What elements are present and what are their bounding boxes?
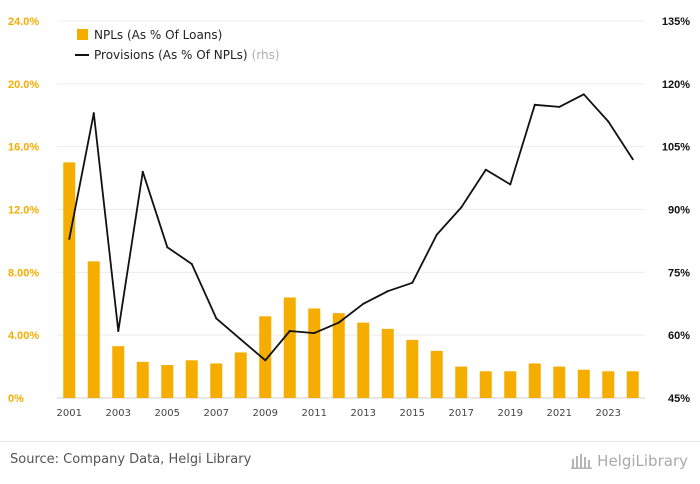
provisions-line[interactable] (68, 93, 634, 362)
x-tick: 2017 (449, 408, 474, 419)
line-point-2011[interactable] (313, 332, 316, 335)
line-point-2019[interactable] (509, 183, 512, 186)
bar-2010[interactable] (283, 297, 296, 398)
x-tick: 2013 (351, 408, 376, 419)
x-tick: 2003 (106, 408, 131, 419)
bar-2007[interactable] (210, 363, 223, 398)
x-tick: 2015 (400, 408, 425, 419)
y-right-tick: 60% (668, 330, 690, 342)
bar-2012[interactable] (332, 313, 345, 398)
line-point-2023[interactable] (607, 120, 610, 123)
x-tick: 2005 (155, 408, 180, 419)
x-tick: 2011 (302, 408, 327, 419)
brand-logo[interactable]: HelgiLibrary (571, 452, 688, 470)
line-series (68, 93, 634, 362)
x-tick: 2023 (596, 408, 621, 419)
bar-2022[interactable] (577, 369, 590, 398)
bar-2024[interactable] (626, 371, 639, 398)
x-tick: 2001 (57, 408, 82, 419)
line-point-2001[interactable] (68, 237, 71, 240)
y-left-tick: 20.0% (8, 79, 39, 91)
y-right-tick: 90% (668, 205, 690, 217)
legend-line-suffix: (rhs) (252, 48, 280, 62)
line-point-2017[interactable] (460, 206, 463, 209)
bar-2006[interactable] (185, 360, 198, 398)
bar-2020[interactable] (528, 363, 541, 398)
line-point-2022[interactable] (582, 93, 585, 96)
line-point-2013[interactable] (362, 302, 365, 305)
line-point-2014[interactable] (386, 290, 389, 293)
line-point-2018[interactable] (484, 168, 487, 171)
legend-bar-label[interactable]: NPLs (As % Of Loans) (94, 28, 222, 42)
y-left-tick: 24.0% (8, 16, 39, 28)
x-tick: 2019 (498, 408, 523, 419)
y-left-tick: 12.0% (8, 205, 39, 217)
library-icon (571, 454, 593, 469)
y-right-tick: 120% (662, 79, 690, 91)
x-tick: 2009 (253, 408, 278, 419)
bar-2023[interactable] (602, 371, 615, 398)
bar-2008[interactable] (234, 352, 247, 398)
legend-line-label[interactable]: Provisions (As % Of NPLs) (rhs) (94, 48, 280, 62)
chart: 0% 4.00% 8.00% 12.0% 16.0% 20.0% 24.0% 45% 60% 7… (8, 16, 690, 419)
legend: NPLs (As % Of Loans) Provisions (As % Of… (75, 28, 280, 62)
line-point-2009[interactable] (264, 359, 267, 362)
line-point-2012[interactable] (337, 321, 340, 324)
y-axis-right: 45% 60% 75% 90% 105% 120% 135% (662, 16, 690, 405)
y-left-tick: 4.00% (8, 330, 39, 342)
line-point-2007[interactable] (215, 317, 218, 320)
line-point-2010[interactable] (288, 329, 291, 332)
bar-2004[interactable] (136, 361, 149, 398)
line-point-2008[interactable] (239, 338, 242, 341)
line-point-2016[interactable] (435, 233, 438, 236)
y-right-tick: 45% (668, 393, 690, 405)
bar-2014[interactable] (381, 328, 394, 398)
line-point-2020[interactable] (533, 103, 536, 106)
y-axis-left: 0% 4.00% 8.00% 12.0% 16.0% 20.0% 24.0% (8, 16, 39, 405)
bar-2011[interactable] (308, 308, 321, 398)
bar-2001[interactable] (63, 162, 76, 398)
bar-2003[interactable] (112, 346, 125, 398)
source-note: Source: Company Data, Helgi Library (10, 452, 252, 467)
bar-2019[interactable] (504, 371, 517, 398)
footer: Source: Company Data, Helgi Library Helg… (0, 441, 700, 484)
line-point-2002[interactable] (92, 112, 95, 115)
y-left-tick: 16.0% (8, 142, 39, 154)
line-point-2024[interactable] (631, 158, 634, 161)
x-axis: 2001 2003 2005 2007 2009 2011 2013 2015 2017 2019… (57, 408, 621, 419)
line-point-2005[interactable] (166, 246, 169, 249)
bar-series (63, 162, 639, 398)
bar-2017[interactable] (455, 366, 468, 398)
bar-2002[interactable] (87, 261, 100, 398)
y-right-tick: 105% (662, 142, 690, 154)
brand-name: HelgiLibrary (597, 452, 688, 470)
y-left-tick: 8.00% (8, 267, 39, 279)
x-tick: 2007 (204, 408, 229, 419)
bar-2005[interactable] (161, 365, 174, 398)
line-point-2015[interactable] (411, 281, 414, 284)
y-right-tick: 135% (662, 16, 690, 28)
line-point-2004[interactable] (141, 170, 144, 173)
y-left-tick: 0% (8, 393, 24, 405)
line-point-2021[interactable] (558, 105, 561, 108)
bar-2018[interactable] (479, 371, 492, 398)
bar-2009[interactable] (259, 316, 272, 398)
legend-line-name: Provisions (As % Of NPLs) (94, 48, 248, 62)
x-tick: 2021 (547, 408, 572, 419)
line-point-2006[interactable] (190, 262, 193, 265)
bar-2016[interactable] (430, 350, 443, 398)
grid (57, 20, 645, 399)
bar-2013[interactable] (357, 322, 370, 398)
bar-2021[interactable] (553, 366, 566, 398)
y-right-tick: 75% (668, 267, 690, 279)
bar-2015[interactable] (406, 339, 419, 398)
line-point-2003[interactable] (117, 329, 120, 332)
legend-bar-swatch (77, 29, 88, 40)
